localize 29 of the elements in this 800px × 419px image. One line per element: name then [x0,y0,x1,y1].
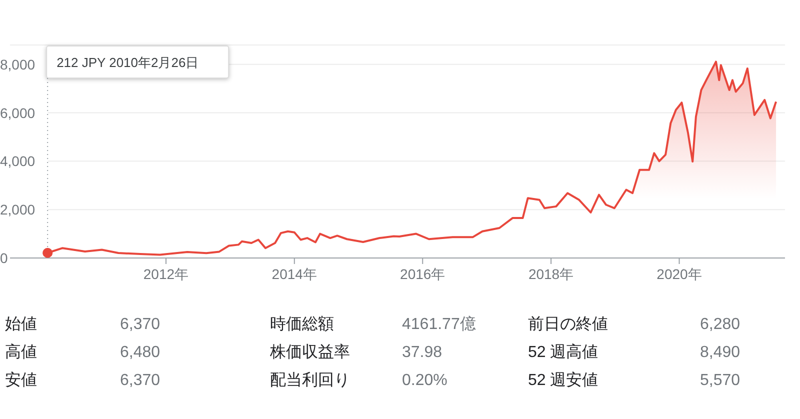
text: 4161.77億 [402,315,476,333]
y-tick-label: 8,000 [0,56,36,72]
x-tick-label: 2014年 [272,266,317,282]
text: 0.20% [402,372,448,389]
text: 5,570 [700,372,740,389]
text: 始値 [5,316,37,333]
x-tick-label: 2018年 [528,266,574,282]
text: 6,370 [120,372,160,389]
text: 8,490 [700,344,740,361]
text: 37.98 [402,344,442,361]
text: 6,370 [120,316,160,333]
text: 6,280 [700,316,740,333]
text: 前日の終値 [528,315,608,333]
annotation: 212 JPY 2010年2月26日 [56,55,199,70]
text: 時価総額 [270,315,334,333]
x-tick-label: 2020年 [656,266,702,282]
text: 安値 [5,371,37,389]
x-tick-label: 2016年 [400,266,446,282]
text: 高値 [5,343,37,361]
text: 6,480 [120,344,160,361]
text: 配当利回り [270,371,350,389]
text: 52 週安値 [528,371,598,389]
x-tick-label: 2012年 [143,266,189,282]
text: 株価収益率 [269,343,350,361]
y-tick-label: 4,000 [0,153,36,170]
y-tick-label: 6,000 [0,104,36,121]
y-tick-label: 2,000 [0,202,36,218]
text: 52 週高値 [528,343,598,361]
y-tick-label: 0 [0,250,8,266]
